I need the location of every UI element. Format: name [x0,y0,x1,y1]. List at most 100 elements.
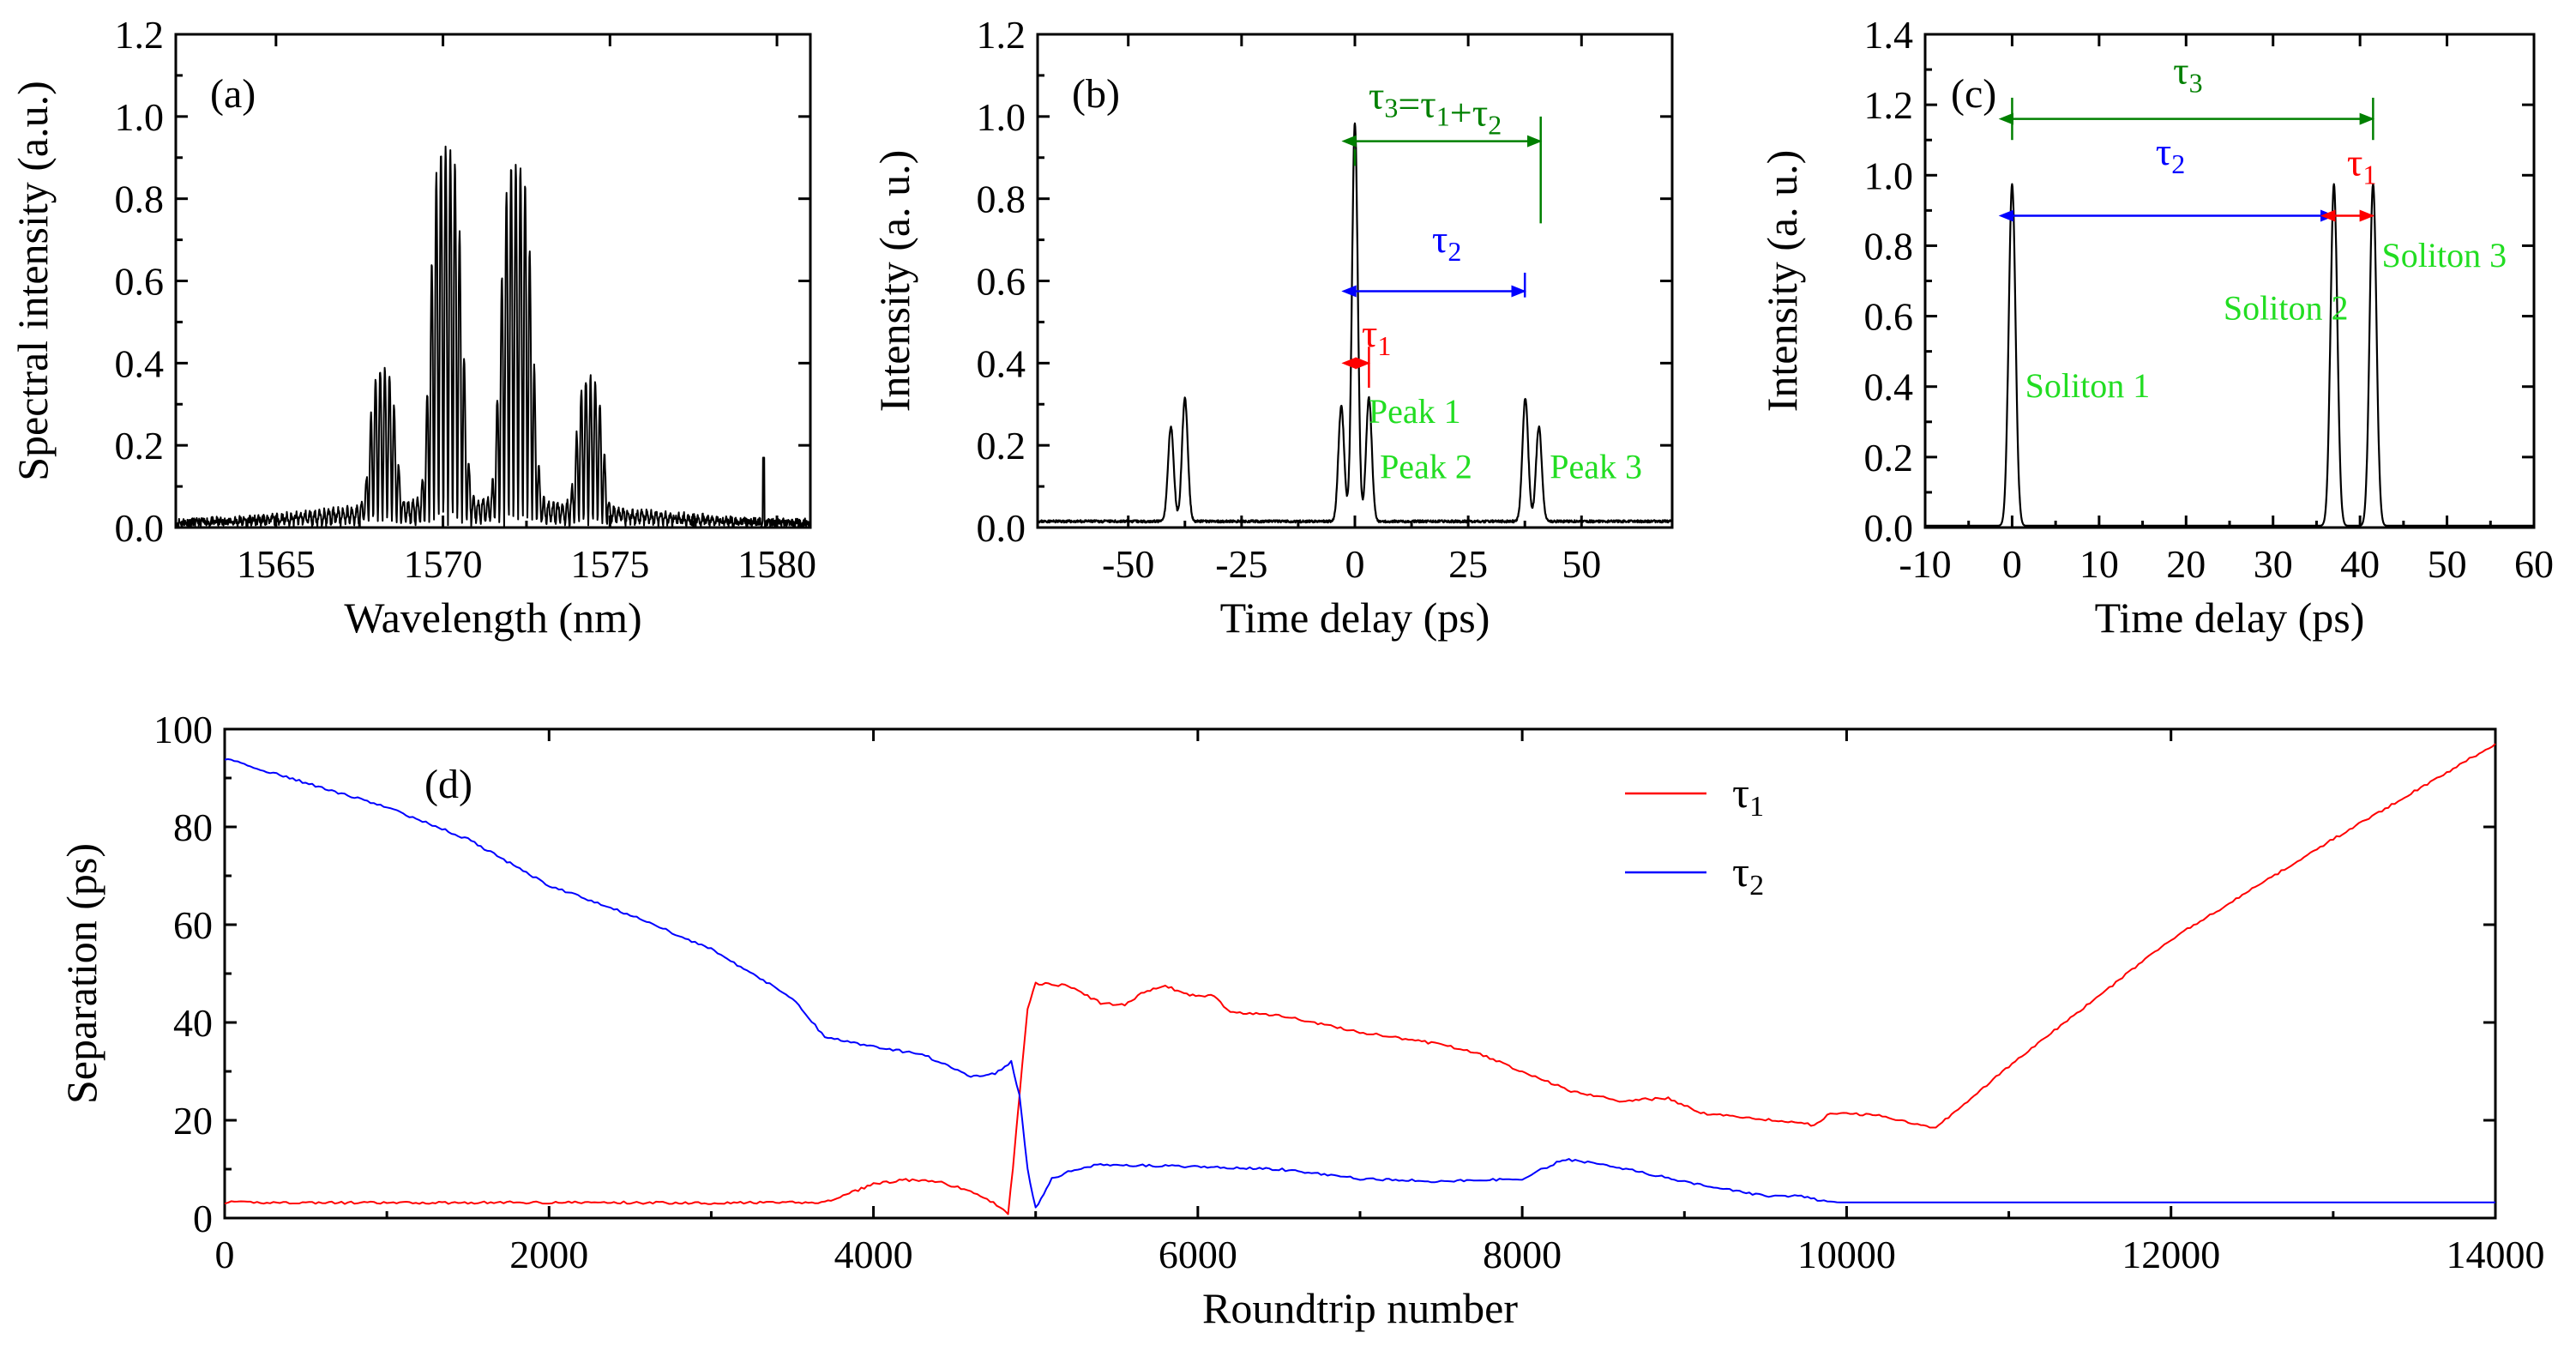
y-tick-label: 1.2 [1864,83,1914,127]
panel-label: (b) [1072,71,1120,117]
autocorrelation-trace [1037,122,1673,524]
tau-sub3: 2 [1488,109,1502,140]
x-tick-label: 2000 [509,1233,588,1276]
panel-label: (a) [210,71,256,117]
y-tick-label: 20 [173,1099,213,1143]
soliton-trace [1924,183,2535,527]
y-tick-label: 60 [173,903,213,947]
panel-label: (c) [1951,71,1996,117]
y-tick-label: 100 [153,708,213,751]
x-tick-label: 10 [2079,542,2119,586]
tau-label: τ3 [2173,49,2203,99]
x-tick-label: 1580 [737,542,816,586]
x-axis-title: Time delay (ps) [1220,594,1490,642]
x-tick-label: 0 [1345,542,1365,586]
y-tick-label: 0 [193,1197,213,1240]
x-tick-label: 8000 [1483,1233,1562,1276]
tau-label: τ1 [2347,140,2377,190]
tau-sub: 3 [1384,92,1398,123]
x-tick-label: 60 [2514,542,2554,586]
y-tick-label: 0.2 [1864,436,1914,479]
tau-label: τ2 [2156,130,2186,179]
panel-b-autocorrelation: -50 -25 0 25 50 0.0 0.2 0.4 0.6 0.8 1.0 1.2 Time del… [870,13,1674,642]
y-tick-label: 0.6 [1864,295,1914,339]
y-tick-label: 40 [173,1001,213,1045]
tau-sub2: 1 [1436,100,1450,131]
y-tick-label: 0.0 [977,506,1026,550]
tau-sub: 2 [1447,236,1461,267]
plot-frame [174,33,812,529]
legend-sub: 1 [1749,791,1764,823]
panel-label: (d) [424,762,472,807]
x-tick-label: 1575 [570,542,649,586]
spectrum-trace [176,145,810,528]
plot-frame [223,727,2497,1220]
tau-sup_expr: =τ [1398,81,1435,125]
tau-base: τ [1432,217,1448,261]
x-tick-label: 1570 [404,542,483,586]
y-tick-label: 1.0 [115,95,165,139]
y-tick-label: 0.0 [1864,506,1914,550]
tau-sub: 1 [1377,330,1391,361]
plot-frame [1923,33,2536,529]
y-axis-title: Intensity (a. u.) [1758,150,1806,412]
y-tick-label: 0.4 [1864,365,1914,409]
x-tick-label: 12000 [2122,1233,2220,1276]
legend-label: τ2 [1732,847,1764,902]
tau-label: τ2 [1432,217,1462,267]
x-axis-title: Wavelength (nm) [344,594,641,642]
x-tick-label: -50 [1102,542,1154,586]
y-tick-label: 80 [173,805,213,849]
tau-base: τ [2173,49,2189,93]
x-tick-label: 1565 [237,542,316,586]
peak-annotation: Peak 2 [1380,448,1472,486]
y-tick-label: 1.2 [115,13,165,57]
peak-annotation: Soliton 3 [2382,236,2507,274]
y-tick-label: 1.4 [1864,13,1914,57]
peak-annotation: Peak 1 [1369,392,1461,431]
x-tick-label: 0 [215,1233,235,1276]
y-tick-label: 0.2 [115,424,165,467]
y-tick-label: 1.0 [1864,154,1914,197]
y-axis-title: Intensity (a. u.) [870,150,918,412]
x-tick-label: 30 [2254,542,2293,586]
y-tick-label: 0.0 [115,506,165,550]
legend-base: τ [1732,769,1749,817]
tau-base: τ [2156,130,2172,173]
tau-base: τ [1369,73,1385,117]
y-tick-label: 1.2 [977,13,1026,57]
tau-base: τ [2347,140,2363,184]
y-tick-label: 0.6 [115,260,165,304]
legend-sub: 2 [1749,870,1764,902]
tau-sub: 3 [2189,68,2203,99]
legend-label: τ1 [1732,769,1764,823]
x-tick-label: 40 [2340,542,2380,586]
legend-base: τ [1732,847,1749,896]
peak-annotation: Soliton 2 [2224,289,2349,328]
x-tick-label: 6000 [1159,1233,1237,1276]
x-tick-label: 4000 [834,1233,913,1276]
y-tick-label: 0.8 [977,178,1026,221]
y-axis-title: Spectral intensity (a.u.) [9,81,57,481]
panel-a-spectrum: 1565 1570 1575 1580 0.0 0.2 0.4 0.6 0.8 1.0 1.2 Wav… [9,13,816,642]
y-tick-label: 0.8 [1864,224,1914,268]
panel-c-soliton-profile: -10 0 10 20 30 40 50 60 0.0 0.2 0.4 0.6 0.8 1.0 1.2 1.4… [1758,13,2554,642]
separation-series-tau2 [224,758,2495,1209]
y-tick-label: 1.0 [977,95,1026,139]
tau-plus: +τ [1450,90,1488,134]
x-tick-label: -25 [1215,542,1267,586]
tau-label: τ1 [1362,311,1392,361]
separation-series-tau1 [224,743,2496,1215]
x-tick-label: 20 [2166,542,2206,586]
peak-annotation: Peak 3 [1550,448,1642,486]
peak-annotation: Soliton 1 [2025,366,2151,405]
y-tick-label: 0.6 [977,260,1026,304]
y-tick-label: 0.2 [977,424,1026,467]
tau-label: τ3=τ1+τ2 [1369,73,1502,140]
x-tick-label: 10000 [1797,1233,1896,1276]
x-tick-label: 50 [2428,542,2467,586]
x-tick-label: 14000 [2447,1233,2545,1276]
panel-d-separation-evolution: 0 2000 4000 6000 8000 10000 12000 14000 0 20 40 60 8… [57,708,2545,1332]
tau-sub: 1 [2362,159,2376,190]
